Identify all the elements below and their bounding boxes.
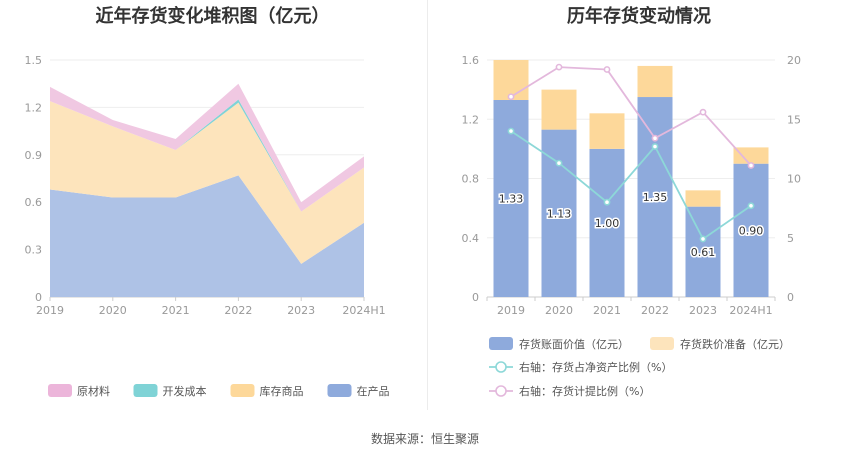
left-legend-label: 库存商品 xyxy=(260,384,304,398)
area-series-2 xyxy=(50,99,364,212)
right-x-tick-label: 2021 xyxy=(593,304,621,317)
bar-data-label: 0.90 xyxy=(739,224,764,237)
left-legend-label: 在产品 xyxy=(357,384,390,398)
line-point-1 xyxy=(747,162,755,169)
line-point-0 xyxy=(603,198,611,206)
bar-impairment xyxy=(589,113,625,149)
area-series-1 xyxy=(50,101,364,264)
left-y-tick-label: 0.3 xyxy=(25,244,43,257)
line-point-1 xyxy=(555,63,563,71)
bar-impairment xyxy=(541,89,577,130)
line-series-0 xyxy=(510,130,752,241)
bar-impairment xyxy=(733,147,769,164)
left-chart-title: 近年存货变化堆积图（亿元） xyxy=(95,6,330,27)
left-x-tick-label: 2019 xyxy=(36,304,64,317)
line-point-1 xyxy=(603,66,611,73)
right-y2-tick-label: 15 xyxy=(787,113,801,126)
right-chart-title: 历年存货变动情况 xyxy=(567,6,711,27)
bar-data-label: 1.33 xyxy=(499,192,524,205)
line-point-0 xyxy=(507,127,515,135)
left-legend-label: 开发成本 xyxy=(163,384,207,398)
bar-data-label: 1.35 xyxy=(643,191,668,204)
line-point-1 xyxy=(507,93,515,101)
right-y2-tick-label: 20 xyxy=(787,54,801,67)
left-legend-label: 原材料 xyxy=(77,384,110,398)
right-x-tick-label: 2020 xyxy=(545,304,573,317)
right-y-tick-label: 1.2 xyxy=(462,113,480,126)
right-x-tick-label: 2023 xyxy=(689,304,717,317)
bar-book-value xyxy=(637,97,673,297)
left-x-tick-label: 2023 xyxy=(287,304,315,317)
line-point-1 xyxy=(651,134,659,142)
right-legend-swatch-impairment xyxy=(650,337,674,350)
right-legend-marker-1 xyxy=(495,385,507,397)
left-legend-swatch xyxy=(133,384,158,397)
left-legend-swatch xyxy=(230,384,255,397)
bar-book-value xyxy=(733,163,769,297)
area-series-0 xyxy=(50,175,364,297)
left-y-tick-label: 0.9 xyxy=(25,149,43,162)
left-x-tick-label: 2020 xyxy=(99,304,127,317)
line-series-1 xyxy=(510,66,752,167)
left-x-tick-label: 2021 xyxy=(162,304,190,317)
panel-divider xyxy=(427,0,428,410)
line-point-0 xyxy=(555,159,563,167)
left-y-tick-label: 1.5 xyxy=(25,54,43,67)
line-point-0 xyxy=(699,235,707,243)
right-y2-tick-label: 0 xyxy=(787,291,794,304)
right-x-tick-label: 2019 xyxy=(497,304,525,317)
left-y-tick-label: 0 xyxy=(35,291,42,304)
left-x-tick-label: 2022 xyxy=(224,304,252,317)
line-point-0 xyxy=(747,202,755,210)
area-series-3 xyxy=(50,83,364,212)
right-legend-marker-0 xyxy=(495,361,507,373)
bar-data-label: 1.00 xyxy=(595,217,620,230)
right-y2-tick-label: 5 xyxy=(787,232,794,245)
right-legend-label-impairment: 存货跌价准备（亿元） xyxy=(680,337,790,351)
line-point-1 xyxy=(699,108,707,116)
right-legend-swatch-book xyxy=(489,337,513,350)
right-y-tick-label: 0 xyxy=(472,291,479,304)
right-legend-label-line-0: 右轴：存货占净资产比例（%） xyxy=(519,360,672,374)
bar-impairment xyxy=(637,65,673,98)
right-legend-label-line-1: 右轴：存货计提比例（%） xyxy=(519,384,650,398)
left-y-tick-label: 1.2 xyxy=(25,101,43,114)
bar-impairment xyxy=(493,60,529,100)
data-source: 数据来源：恒生聚源 xyxy=(370,432,479,446)
bar-book-value xyxy=(589,148,625,297)
left-legend-swatch xyxy=(327,384,352,397)
right-y-tick-label: 0.4 xyxy=(462,232,480,245)
right-x-tick-label: 2024H1 xyxy=(729,304,772,317)
bar-book-value xyxy=(541,129,577,297)
bar-data-label: 1.13 xyxy=(547,207,572,220)
bar-impairment xyxy=(685,190,721,207)
bar-data-label: 0.61 xyxy=(691,246,716,259)
right-x-tick-label: 2022 xyxy=(641,304,669,317)
bar-book-value xyxy=(685,206,721,297)
line-point-0 xyxy=(651,143,659,150)
left-legend-swatch xyxy=(48,384,72,397)
left-x-tick-label: 2024H1 xyxy=(342,304,385,317)
right-y-tick-label: 1.6 xyxy=(462,54,480,67)
right-y-tick-label: 0.8 xyxy=(462,173,480,186)
right-y2-tick-label: 10 xyxy=(787,173,801,186)
right-legend-label-book: 存货账面价值（亿元） xyxy=(519,337,629,351)
left-y-tick-label: 0.6 xyxy=(25,196,43,209)
